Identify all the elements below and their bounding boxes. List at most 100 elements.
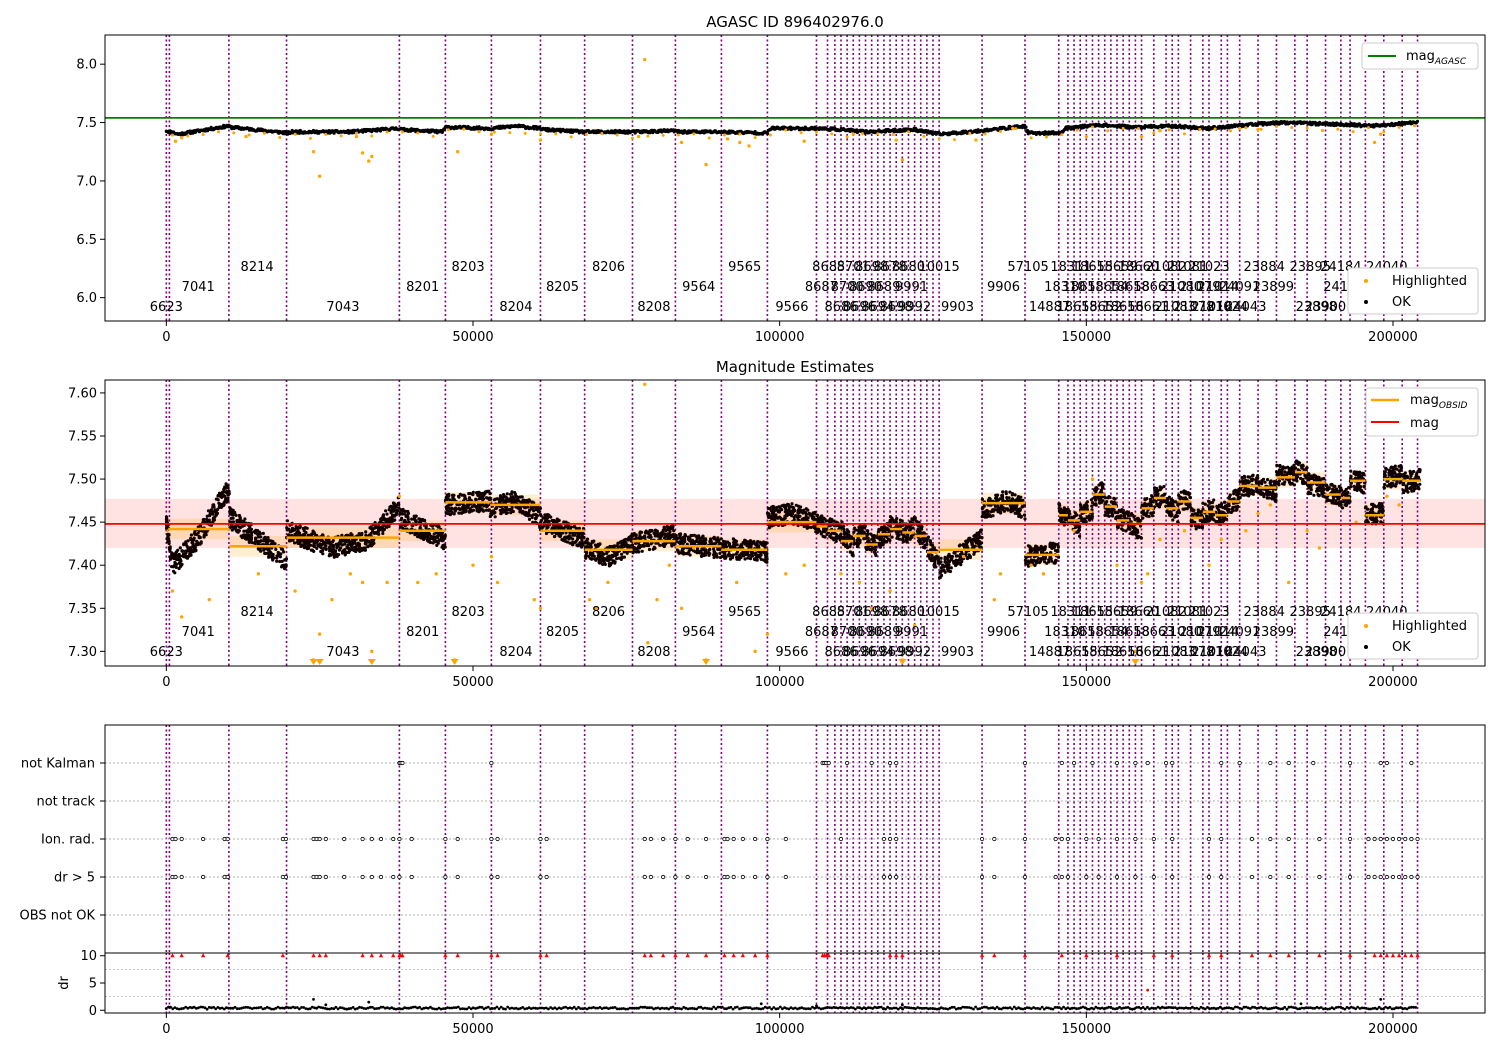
panel1-obs-label: 21081 (1167, 260, 1208, 275)
ok-point (508, 492, 513, 496)
ok-point (172, 556, 176, 561)
ok-point (845, 545, 849, 549)
ok-point (1415, 119, 1420, 123)
ok-point (686, 551, 690, 555)
ok-point (189, 537, 193, 542)
ok-point (471, 493, 475, 497)
ok-point (239, 525, 243, 530)
highlighted-point (339, 134, 343, 138)
ok-point (436, 525, 440, 529)
ok-point (686, 535, 691, 539)
ok-point (576, 535, 580, 539)
ok-point (782, 503, 786, 507)
ok-point (842, 524, 846, 528)
ok-point (371, 527, 375, 531)
highlighted-point (952, 138, 956, 142)
highlighted-point (906, 130, 910, 134)
ok-point (194, 542, 198, 547)
ok-point (593, 557, 597, 561)
ok-point (497, 500, 501, 504)
ok-point (817, 527, 821, 532)
highlighted-point (360, 151, 365, 155)
ok-point (199, 524, 203, 528)
ok-point (192, 536, 196, 540)
ok-point (305, 526, 309, 530)
panel1-obs-label: 18311 (1050, 260, 1091, 275)
ok-point (585, 551, 589, 555)
legend-highlighted: Highlighted (1392, 274, 1467, 289)
panel2-title: Magnitude Estimates (716, 358, 874, 376)
ok-point (485, 496, 489, 500)
ok-point (348, 540, 352, 544)
highlighted-point (170, 133, 174, 137)
highlighted-point (244, 134, 248, 139)
ok-point (342, 548, 346, 552)
panel1-obs-label: 21080 (1161, 280, 1202, 295)
ok-point (766, 506, 770, 510)
ok-point (541, 525, 545, 529)
ok-point (735, 557, 739, 561)
ok-point (856, 543, 860, 547)
ok-point (786, 513, 790, 517)
highlighted-point (370, 134, 374, 138)
ok-point (184, 554, 188, 558)
ok-point (582, 535, 586, 540)
ok-point (451, 497, 456, 501)
ok-point (777, 510, 781, 514)
highlighted-point (477, 130, 481, 134)
ok-point (858, 526, 863, 531)
ok-point (191, 544, 195, 548)
panel1-obs-label: 8698 (855, 260, 888, 275)
ok-point (505, 511, 509, 515)
highlighted-point (679, 140, 684, 145)
ok-point (571, 542, 575, 547)
ok-point (440, 531, 444, 535)
ok-point (789, 505, 793, 509)
ok-point (321, 552, 325, 556)
highlighted-point (216, 130, 220, 134)
ok-point (237, 529, 241, 533)
ok-point (514, 500, 518, 504)
ok-point (790, 512, 795, 516)
highlighted-point (1274, 125, 1278, 129)
ok-point (571, 537, 575, 541)
ok-point (328, 549, 332, 553)
ok-point (278, 559, 282, 564)
ok-point (303, 541, 307, 545)
ok-point (613, 553, 617, 557)
ok-point (390, 509, 394, 513)
ok-point (783, 506, 788, 510)
ok-point (605, 551, 609, 556)
ok-point (502, 509, 506, 513)
ok-point (759, 551, 763, 555)
highlighted-point (1182, 132, 1186, 136)
ok-point (680, 539, 684, 543)
ok-point (675, 536, 680, 540)
ok-point (640, 549, 644, 553)
ok-point (309, 538, 313, 542)
ok-point (278, 552, 282, 556)
ok-point (389, 504, 393, 508)
ok-point (638, 533, 642, 538)
highlighted-point (1075, 128, 1079, 132)
highlighted-point (554, 132, 558, 136)
ok-point (823, 535, 827, 539)
ok-point (723, 544, 727, 548)
highlighted-point (1290, 126, 1294, 130)
ok-point (166, 537, 170, 541)
highlighted-point (293, 132, 297, 136)
panel1-obs-label: 8686 (824, 300, 857, 315)
panel1-obs-label: 7043 (326, 300, 359, 315)
ok-point (470, 509, 474, 513)
highlighted-point (262, 131, 266, 135)
ok-point (752, 557, 757, 562)
panel1-xtick-label: 50000 (452, 330, 493, 345)
ok-point (509, 509, 513, 513)
ok-point (399, 511, 403, 515)
ok-point (692, 542, 697, 546)
ok-point (264, 551, 268, 556)
highlighted-point (1106, 129, 1110, 133)
highlighted-point (232, 131, 236, 135)
ok-point (839, 535, 844, 539)
ok-point (378, 528, 382, 532)
